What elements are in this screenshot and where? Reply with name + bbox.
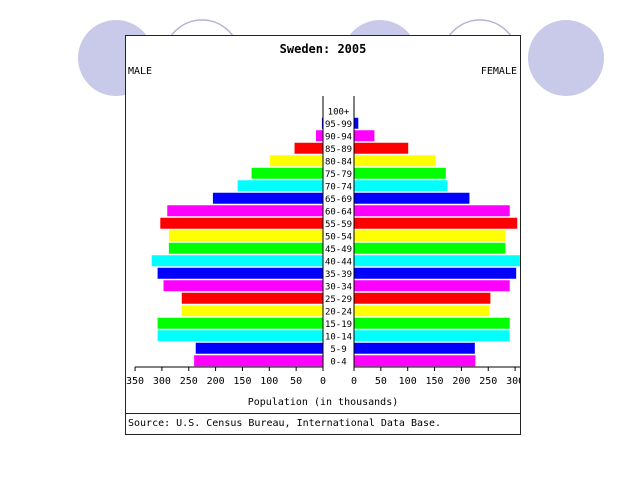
male-bar-35-39 — [157, 267, 323, 279]
age-label-column — [323, 96, 354, 367]
male-bar-10-14 — [157, 330, 323, 342]
age-label-90-94: 90-94 — [325, 132, 352, 142]
age-label-60-64: 60-64 — [325, 207, 352, 217]
male-bar-65-69 — [212, 192, 323, 204]
female-bar-50-54 — [354, 230, 506, 242]
female-tick-label-300: 300 — [506, 376, 520, 387]
male-tick-label-200: 200 — [207, 376, 225, 387]
male-label: MALE — [128, 66, 153, 77]
chart-panel: 0-4 5-9 10-14 15-19 20-24 25-29 30-34 35-39 40-4… — [125, 35, 521, 435]
male-bar-85-89 — [294, 142, 323, 154]
age-label-20-24: 20-24 — [325, 307, 352, 317]
male-tick-label-0: 0 — [320, 376, 326, 387]
male-bar-45-49 — [168, 242, 323, 254]
female-label: FEMALE — [480, 66, 517, 77]
female-bar-60-64 — [354, 205, 510, 217]
male-tick-label-50: 50 — [290, 376, 302, 387]
female-bar-35-39 — [354, 267, 517, 279]
female-bar-45-49 — [354, 242, 506, 254]
female-bar-5-9 — [354, 342, 475, 354]
male-bar-5-9 — [195, 342, 323, 354]
source-note: Source: U.S. Census Bureau, Internationa… — [128, 418, 442, 429]
male-bar-40-44 — [151, 255, 323, 267]
chart-title: Sweden: 2005 — [279, 42, 367, 56]
male-bar-25-29 — [181, 292, 323, 304]
female-bar-65-69 — [354, 192, 470, 204]
female-tick-label-200: 200 — [452, 376, 470, 387]
female-bar-55-59 — [354, 217, 518, 229]
female-bar-20-24 — [354, 305, 490, 317]
male-bar-0-4 — [194, 355, 323, 367]
age-label-65-69: 65-69 — [325, 195, 352, 205]
age-label-35-39: 35-39 — [325, 270, 352, 280]
age-label-70-74: 70-74 — [325, 182, 352, 192]
male-tick-label-100: 100 — [260, 376, 278, 387]
male-tick-label-250: 250 — [180, 376, 198, 387]
age-label-0-4: 0-4 — [330, 357, 346, 367]
male-bar-90-94 — [316, 130, 323, 142]
female-bar-95-99 — [354, 117, 359, 129]
age-label-85-89: 85-89 — [325, 145, 352, 155]
female-bar-15-19 — [354, 317, 510, 329]
female-bar-90-94 — [354, 130, 375, 142]
female-bar-40-44 — [354, 255, 520, 267]
age-label-15-19: 15-19 — [325, 320, 352, 330]
age-label-80-84: 80-84 — [325, 157, 352, 167]
age-label-55-59: 55-59 — [325, 220, 352, 230]
female-bar-10-14 — [354, 330, 510, 342]
population-pyramid-chart: 0-4 5-9 10-14 15-19 20-24 25-29 30-34 35-39 40-4… — [126, 96, 520, 387]
male-bar-30-34 — [163, 280, 323, 292]
female-tick-label-0: 0 — [351, 376, 357, 387]
male-tick-label-150: 150 — [233, 376, 251, 387]
age-label-30-34: 30-34 — [325, 282, 352, 292]
female-bar-75-79 — [354, 167, 446, 179]
age-label-45-49: 45-49 — [325, 245, 352, 255]
female-bar-70-74 — [354, 180, 448, 192]
male-bar-15-19 — [157, 317, 323, 329]
female-tick-label-50: 50 — [375, 376, 387, 387]
female-tick-label-100: 100 — [399, 376, 417, 387]
decor-circle-filled-3 — [528, 20, 604, 96]
age-label-75-79: 75-79 — [325, 170, 352, 180]
female-bar-80-84 — [354, 155, 436, 167]
age-label-5-9: 5-9 — [330, 345, 346, 355]
male-bar-95-99 — [321, 117, 323, 129]
male-tick-label-300: 300 — [153, 376, 171, 387]
male-bar-50-54 — [168, 230, 323, 242]
source-divider — [126, 413, 520, 414]
age-label-10-14: 10-14 — [325, 332, 352, 342]
male-bar-80-84 — [269, 155, 323, 167]
age-label-25-29: 25-29 — [325, 295, 352, 305]
female-bar-85-89 — [354, 142, 409, 154]
age-label-95-99: 95-99 — [325, 120, 352, 130]
female-bar-25-29 — [354, 292, 491, 304]
male-bar-70-74 — [237, 180, 323, 192]
x-axis-label: Population (in thousands) — [247, 397, 399, 408]
male-tick-label-350: 350 — [126, 376, 144, 387]
male-bar-20-24 — [181, 305, 323, 317]
age-label-50-54: 50-54 — [325, 232, 352, 242]
female-tick-label-250: 250 — [479, 376, 497, 387]
age-label-100+: 100+ — [328, 107, 350, 117]
male-bar-75-79 — [251, 167, 323, 179]
male-bar-55-59 — [160, 217, 323, 229]
female-bar-30-34 — [354, 280, 510, 292]
female-tick-label-150: 150 — [426, 376, 444, 387]
male-bar-60-64 — [167, 205, 323, 217]
female-bar-0-4 — [354, 355, 476, 367]
age-label-40-44: 40-44 — [325, 257, 352, 267]
